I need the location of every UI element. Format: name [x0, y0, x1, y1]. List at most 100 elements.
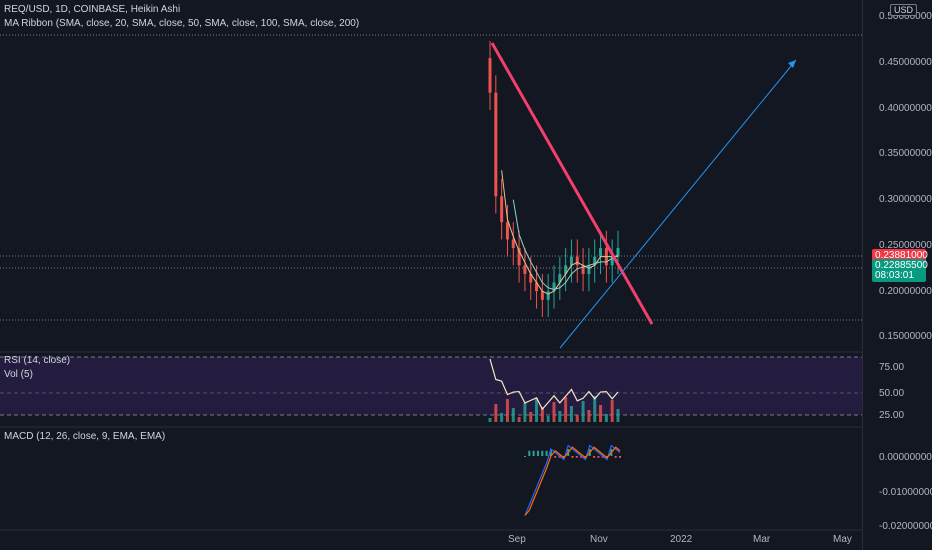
trendline-down[interactable]	[490, 42, 654, 325]
macd-histogram-group	[524, 449, 621, 458]
rsi-line	[489, 358, 619, 411]
candle-body	[569, 256, 573, 266]
price-tick: 0.45000000	[879, 57, 932, 68]
macd-histogram-bar	[571, 456, 574, 458]
macd-histogram-bar	[536, 450, 539, 456]
rsi-tick: 75.00	[879, 362, 905, 373]
price-tick: 0.40000000	[879, 103, 932, 114]
rsi-tick: 50.00	[879, 388, 905, 399]
ma-ribbon-line	[512, 199, 619, 291]
countdown-tag: 08:03:01	[872, 269, 926, 282]
candle-body	[540, 291, 544, 300]
volume-bar	[523, 403, 527, 422]
price-tick: 0.15000000	[879, 331, 932, 342]
volume-bars-group	[488, 396, 620, 422]
time-label: Sep	[508, 534, 526, 545]
rsi-legend[interactable]: RSI (14, close)	[4, 355, 71, 366]
macd-legend[interactable]: MACD (12, 26, close, 9, EMA, EMA)	[4, 431, 166, 442]
volume-bar	[488, 418, 492, 422]
volume-bar	[604, 414, 608, 422]
macd-histogram-bar	[541, 450, 544, 456]
candle-body	[500, 196, 504, 223]
volume-bar	[575, 415, 579, 422]
volume-bar	[500, 413, 504, 422]
current-price-tag: 0.23881000	[872, 249, 928, 262]
ma-ribbon-line	[501, 170, 618, 295]
volume-bar	[546, 416, 550, 422]
candle-body	[564, 265, 568, 274]
candle-body	[488, 58, 492, 93]
volume-bar	[599, 405, 603, 422]
macd-histogram-bar	[554, 456, 557, 458]
price-tick: 0.20000000	[879, 286, 932, 297]
volume-bar	[569, 406, 573, 422]
candle-body	[552, 282, 556, 292]
price-tick: 0.50000000	[879, 11, 932, 22]
candle-body	[587, 265, 591, 274]
macd-histogram-bar	[575, 456, 578, 458]
volume-legend[interactable]: Vol (5)	[4, 369, 33, 380]
candle-body	[558, 273, 562, 283]
candle-body	[581, 265, 585, 274]
candle-body	[535, 282, 539, 292]
macd-histogram-bar	[532, 450, 535, 456]
candle-body	[529, 273, 533, 283]
candle-body	[511, 239, 515, 249]
macd-histogram-bar	[601, 456, 604, 458]
macd-histogram-bar	[524, 456, 526, 457]
time-label: 2022	[670, 534, 693, 545]
volume-bar	[610, 400, 614, 422]
candle-body	[599, 248, 603, 257]
macd-histogram-bar	[597, 456, 600, 458]
candle-body	[610, 256, 614, 266]
currency-button[interactable]: USD	[890, 4, 918, 16]
volume-bar	[494, 404, 498, 422]
volume-bar	[511, 408, 515, 422]
rsi-tick: 25.00	[879, 410, 905, 421]
macd-tick: -0.01000000	[879, 487, 932, 498]
volume-bar	[517, 417, 521, 422]
macd-histogram-bar	[549, 449, 552, 456]
price-tick: 0.30000000	[879, 194, 932, 205]
macd-histogram-bar	[545, 450, 548, 456]
ma-ribbon-legend[interactable]: MA Ribbon (SMA, close, 20, SMA, close, 5…	[4, 18, 360, 29]
volume-bar	[564, 397, 568, 422]
candle-body	[593, 256, 597, 266]
volume-bar	[587, 410, 591, 422]
volume-bar	[535, 398, 539, 422]
macd-histogram-bar	[580, 456, 583, 458]
macd-histogram-bar	[619, 456, 621, 458]
time-label: Nov	[590, 534, 608, 545]
price-tick: 0.35000000	[879, 148, 932, 159]
volume-bar	[593, 396, 597, 422]
volume-bar	[616, 409, 620, 422]
candle-body	[494, 92, 498, 197]
candle-body	[517, 248, 521, 266]
macd-histogram-bar	[593, 456, 596, 458]
candle-body	[575, 256, 579, 266]
time-label: Mar	[753, 534, 771, 545]
ma-ribbon-group	[501, 170, 619, 295]
time-label: May	[833, 534, 852, 545]
candle-body	[505, 222, 509, 240]
trendline-up-arrowhead	[788, 60, 796, 68]
volume-bar	[540, 407, 544, 422]
volume-bar	[505, 399, 509, 422]
macd-histogram-bar	[528, 450, 531, 456]
volume-bar	[581, 401, 585, 422]
macd-tick: 0.00000000	[879, 452, 932, 463]
candles-group	[488, 40, 620, 318]
candle-body	[616, 248, 620, 257]
volume-bar	[529, 412, 533, 422]
macd-line	[524, 444, 621, 516]
volume-bar	[552, 402, 556, 422]
macd-histogram-bar	[558, 456, 561, 458]
macd-signal-line	[524, 446, 621, 516]
symbol-title[interactable]: REQ/USD, 1D, COINBASE, Heikin Ashi	[4, 4, 181, 15]
macd-tick: -0.02000000	[879, 521, 932, 532]
rsi-band	[0, 357, 862, 415]
candle-body	[523, 265, 527, 274]
trendline-up[interactable]	[559, 59, 797, 349]
price-tick: 0.25000000	[879, 240, 932, 251]
